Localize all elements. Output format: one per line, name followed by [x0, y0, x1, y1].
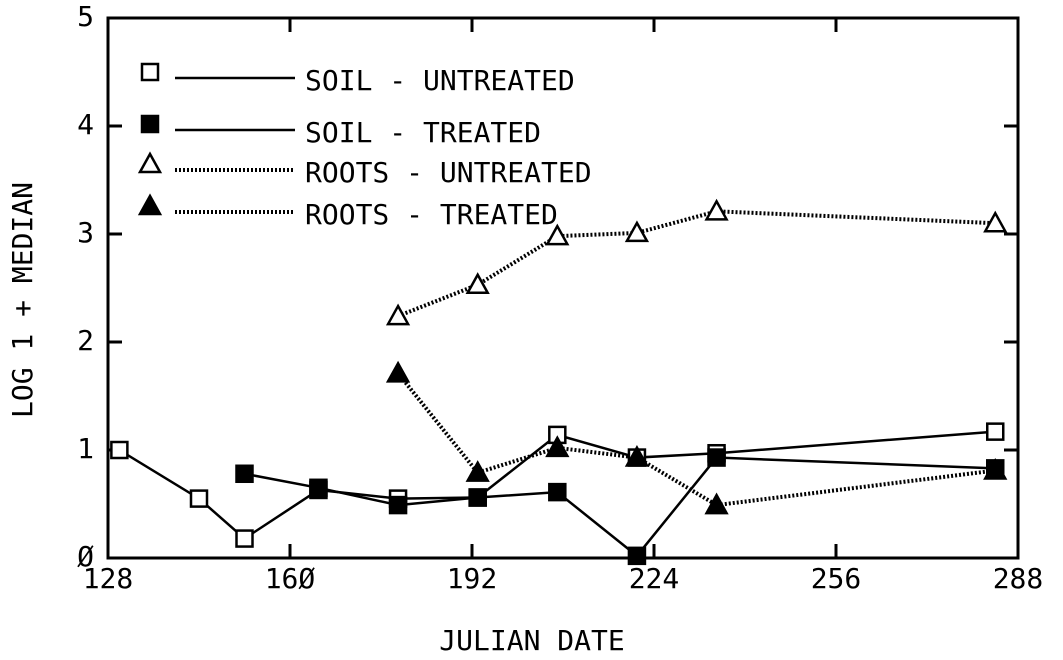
marker: [545, 435, 570, 458]
x-tick-label: 288: [993, 562, 1044, 595]
x-tick-label: 256: [811, 562, 862, 595]
y-tick-label: 2: [77, 324, 94, 357]
marker: [983, 210, 1008, 233]
marker: [110, 440, 129, 460]
x-tick-label: 192: [447, 562, 498, 595]
x-tick-label: 16Ø: [265, 562, 316, 595]
marker: [388, 495, 408, 515]
marker: [385, 303, 411, 326]
y-tick-label: 3: [77, 216, 94, 249]
marker: [545, 223, 570, 246]
marker: [465, 460, 490, 482]
marker: [137, 151, 163, 174]
marker: [235, 529, 254, 548]
marker: [468, 488, 487, 507]
marker: [140, 114, 160, 134]
marker: [627, 546, 647, 566]
marker: [385, 360, 411, 383]
marker: [189, 489, 209, 508]
marker: [983, 457, 1008, 480]
marker: [707, 448, 726, 467]
marker: [235, 464, 254, 484]
x-tick-label: 224: [629, 562, 680, 595]
plot-frame: [106, 16, 1020, 560]
marker: [986, 422, 1005, 441]
y-tick-label: 5: [77, 0, 94, 33]
legend-label: ROOTS - UNTREATED: [305, 156, 592, 189]
series-line: [244, 456, 996, 558]
marker: [704, 492, 729, 515]
marker: [548, 482, 567, 502]
marker: [137, 193, 163, 216]
y-axis-label: LOG 1 + MEDIAN: [6, 182, 39, 418]
x-axis-label: JULIAN DATE: [439, 624, 624, 657]
marker: [140, 62, 160, 82]
legend-label: SOIL - TREATED: [305, 116, 541, 149]
legend-label: SOIL - UNTREATED: [305, 64, 575, 97]
marker: [624, 444, 650, 467]
marker: [624, 220, 650, 243]
y-tick-label: Ø: [77, 540, 94, 573]
marker: [465, 272, 490, 295]
legend-label: ROOTS - TREATED: [305, 198, 558, 231]
series-line: [118, 430, 996, 541]
x-tick-label: 128: [83, 562, 134, 595]
y-tick-label: 4: [77, 108, 94, 141]
marker: [704, 198, 729, 221]
marker: [309, 478, 328, 498]
y-tick-label: 1: [77, 432, 94, 465]
